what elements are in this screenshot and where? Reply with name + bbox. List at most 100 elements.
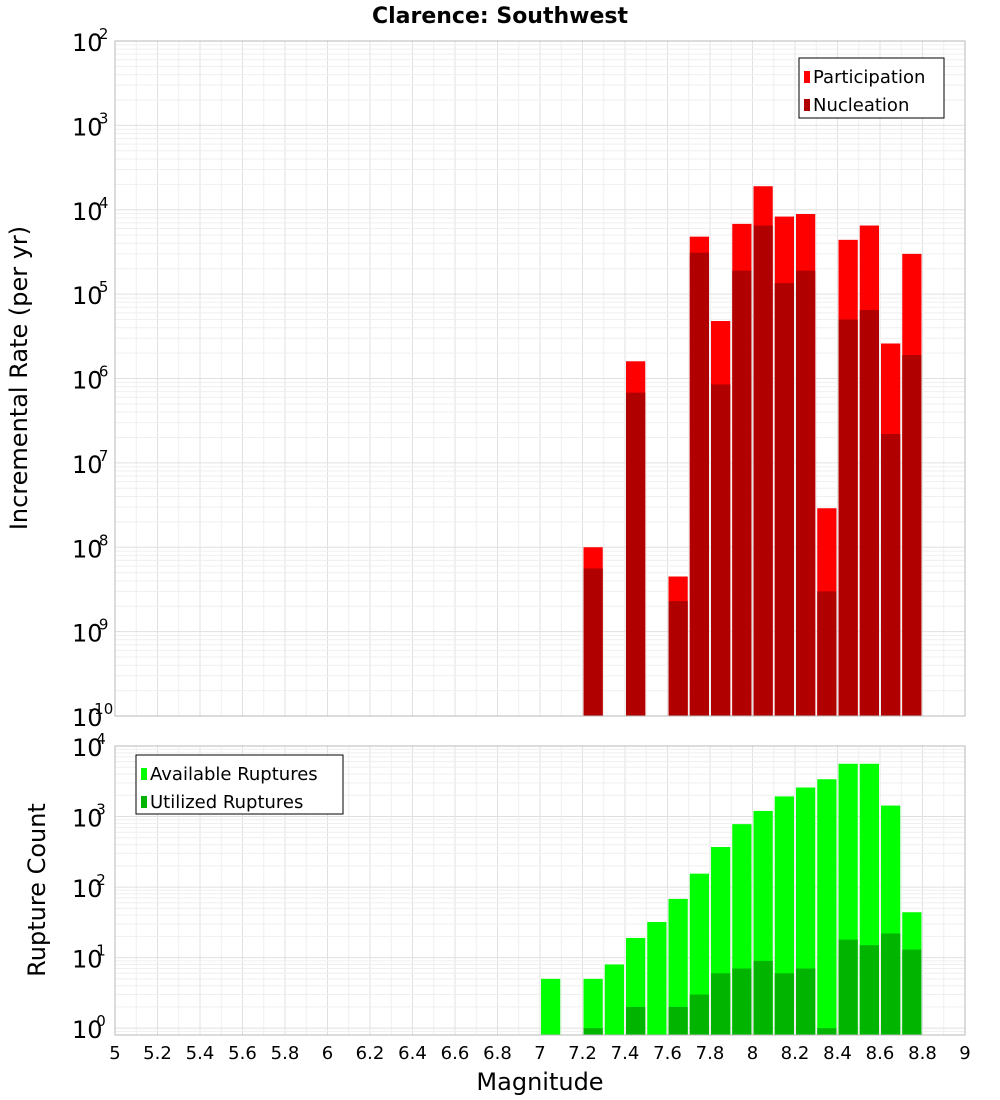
bar-nucleation <box>668 601 688 716</box>
bar-nucleation <box>753 225 773 716</box>
bar-available-ruptures <box>668 898 688 1035</box>
y-tick-exponent: -3 <box>94 109 109 127</box>
bar-utilized-ruptures <box>796 968 816 1035</box>
legend-swatch <box>804 71 810 83</box>
x-tick-label: 8.2 <box>781 1043 810 1064</box>
x-tick-label: 8.6 <box>866 1043 895 1064</box>
legend-box <box>798 57 945 119</box>
bar-utilized-ruptures <box>753 960 773 1035</box>
y-tick-label: 10 <box>72 1016 103 1044</box>
bar-utilized-ruptures <box>668 1006 688 1035</box>
top-plot-frame <box>114 40 966 717</box>
y-tick-exponent: 2 <box>96 871 106 889</box>
y-tick-label: 10 <box>72 620 103 648</box>
bar-nucleation <box>796 270 816 716</box>
bar-utilized-ruptures <box>774 973 794 1035</box>
y-tick-label: 10 <box>72 451 103 479</box>
bar-nucleation <box>711 384 731 716</box>
bar-utilized-ruptures <box>881 933 901 1035</box>
bar-available-ruptures <box>541 978 561 1035</box>
bar-nucleation <box>774 283 794 716</box>
legend-label: Participation <box>813 67 925 88</box>
bar-utilized-ruptures <box>902 949 922 1035</box>
y-tick-label: 10 <box>72 113 103 141</box>
y-tick-exponent: -6 <box>94 363 109 381</box>
bar-utilized-ruptures <box>838 939 858 1035</box>
y-tick-exponent: -8 <box>94 531 109 549</box>
x-tick-label: 8.8 <box>908 1043 937 1064</box>
y-tick-exponent: -10 <box>89 700 114 718</box>
y-tick-exponent: -4 <box>94 194 109 212</box>
bar-nucleation <box>902 354 922 716</box>
y-tick-label: 10 <box>72 704 103 732</box>
x-tick-label: 5.8 <box>271 1043 300 1064</box>
bar-available-ruptures <box>583 978 603 1035</box>
x-tick-label: 6.6 <box>441 1043 470 1064</box>
legend-swatch <box>141 796 147 808</box>
legend-swatch <box>141 768 147 780</box>
bar-nucleation <box>583 568 603 716</box>
bottom-bars <box>541 763 922 1035</box>
bar-utilized-ruptures <box>626 1006 646 1035</box>
x-tick-label: 5.2 <box>143 1043 172 1064</box>
bar-available-ruptures <box>817 779 837 1035</box>
y-tick-label: 10 <box>72 875 103 903</box>
y-tick-exponent: 3 <box>96 801 106 819</box>
bar-nucleation <box>689 252 709 716</box>
x-tick-label: 6 <box>322 1043 333 1064</box>
bar-nucleation <box>838 319 858 716</box>
x-tick-label: 6.2 <box>356 1043 385 1064</box>
bar-nucleation <box>817 591 837 716</box>
bar-utilized-ruptures <box>711 973 731 1035</box>
bar-available-ruptures <box>604 964 624 1035</box>
bar-utilized-ruptures <box>817 1028 837 1035</box>
legend-box <box>135 754 344 815</box>
bottom-y-axis-label: Rupture Count <box>23 803 51 977</box>
x-tick-label: 9 <box>959 1043 970 1064</box>
y-tick-label: 10 <box>72 198 103 226</box>
legend-label: Available Ruptures <box>150 764 318 785</box>
y-tick-label: 10 <box>72 535 103 563</box>
x-tick-label: 6.4 <box>398 1043 427 1064</box>
legend-label: Nucleation <box>813 95 909 116</box>
y-tick-label: 10 <box>72 805 103 833</box>
y-tick-exponent: -7 <box>94 447 109 465</box>
x-tick-label: 7.4 <box>611 1043 640 1064</box>
y-tick-label: 10 <box>72 29 103 57</box>
y-tick-exponent: 1 <box>96 942 106 960</box>
y-tick-exponent: -5 <box>94 278 109 296</box>
bar-utilized-ruptures <box>732 968 752 1035</box>
x-tick-label: 7 <box>534 1043 545 1064</box>
top-y-axis-label: Incremental Rate (per yr) <box>5 226 33 530</box>
y-tick-exponent: -2 <box>94 25 109 43</box>
x-tick-label: 5.6 <box>228 1043 257 1064</box>
bottom-legend: Available Ruptures Utilized Ruptures <box>135 754 344 815</box>
x-tick-label: 5.4 <box>186 1043 215 1064</box>
bar-nucleation <box>732 270 752 716</box>
x-tick-label: 7.6 <box>653 1043 682 1064</box>
top-bars <box>583 186 922 717</box>
legend-label: Utilized Ruptures <box>150 792 303 813</box>
x-tick-label: 7.2 <box>568 1043 597 1064</box>
y-tick-exponent: 4 <box>96 730 106 748</box>
x-tick-labels: 5 5.2 5.4 5.6 5.8 6 6.2 6.4 6.6 6.8 7 7.2 7.4 7.6 7.8 8… <box>109 1043 970 1064</box>
x-tick-label: 7.8 <box>696 1043 725 1064</box>
y-tick-label: 10 <box>72 734 103 762</box>
x-tick-label: 8.4 <box>823 1043 852 1064</box>
top-grid <box>114 40 966 717</box>
chart-title: Clarence: Southwest <box>372 4 629 29</box>
y-tick-exponent: -9 <box>94 616 109 634</box>
x-tick-label: 6.8 <box>483 1043 512 1064</box>
top-legend: Participation Nucleation <box>798 57 945 119</box>
x-tick-label: 5 <box>109 1043 120 1064</box>
legend-swatch <box>804 99 810 111</box>
bar-utilized-ruptures <box>859 945 879 1035</box>
x-tick-label: 8 <box>747 1043 758 1064</box>
x-axis-label: Magnitude <box>476 1068 603 1096</box>
y-tick-label: 10 <box>72 282 103 310</box>
bar-nucleation <box>881 433 901 716</box>
